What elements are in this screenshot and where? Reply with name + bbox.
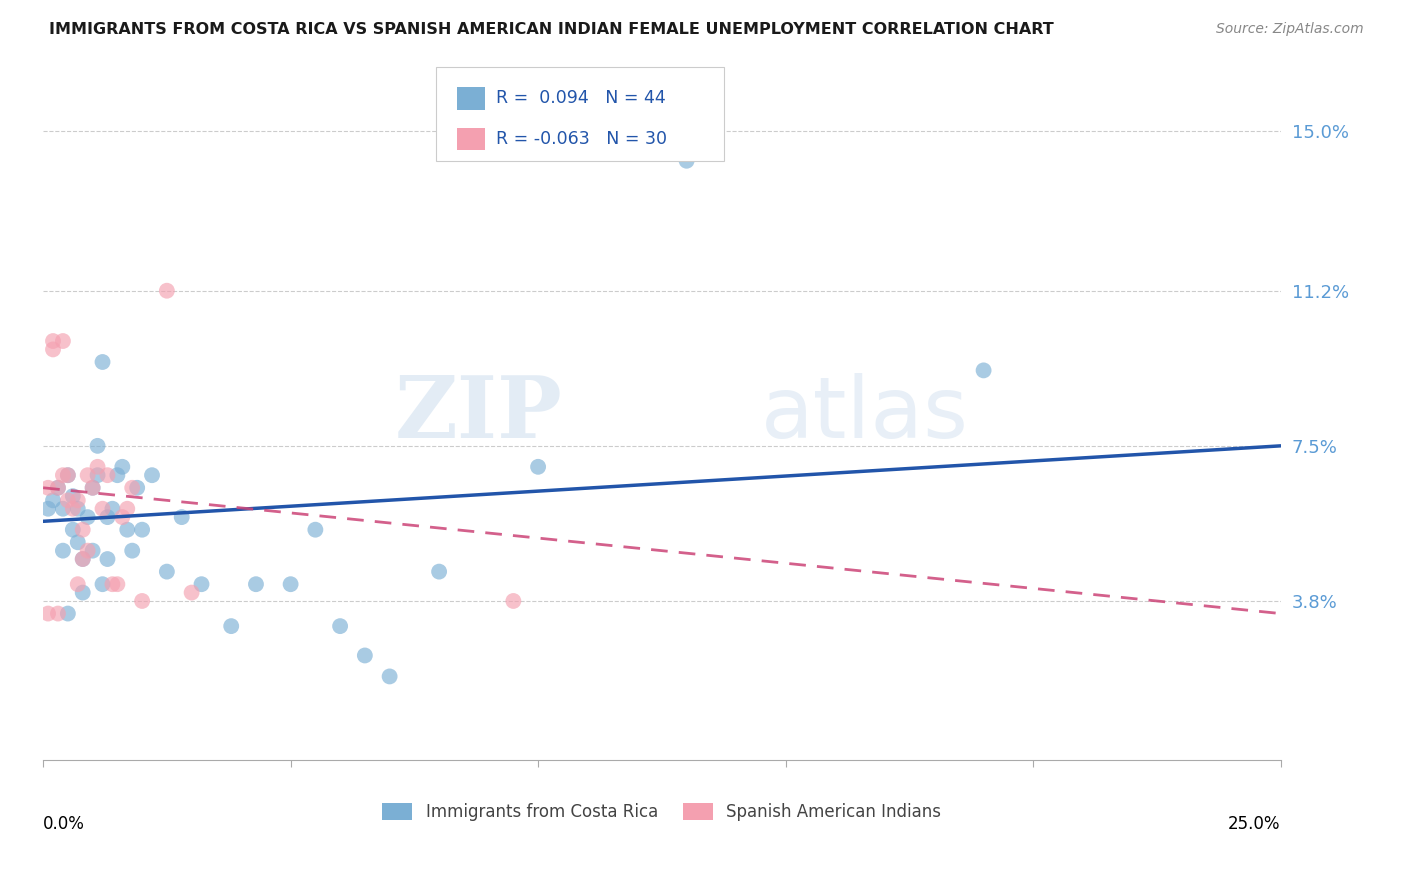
Point	[127, 481, 149, 495]
Point	[72, 523, 94, 537]
Point	[105, 468, 128, 483]
Text: atlas: atlas	[761, 373, 969, 456]
Point	[82, 543, 104, 558]
Point	[56, 468, 79, 483]
Point	[91, 501, 114, 516]
Point	[76, 510, 98, 524]
Point	[86, 459, 108, 474]
Point	[56, 607, 79, 621]
Point	[101, 501, 124, 516]
Point	[76, 468, 98, 483]
Text: Source: ZipAtlas.com: Source: ZipAtlas.com	[1216, 22, 1364, 37]
Point	[86, 439, 108, 453]
Point	[96, 468, 118, 483]
Point	[66, 501, 89, 516]
Point	[111, 510, 134, 524]
Point	[37, 481, 59, 495]
Point	[156, 284, 179, 298]
Point	[502, 594, 524, 608]
Point	[37, 501, 59, 516]
Point	[82, 481, 104, 495]
Point	[354, 648, 377, 663]
Point	[56, 468, 79, 483]
Point	[378, 669, 401, 683]
Point	[86, 468, 108, 483]
Point	[91, 577, 114, 591]
Point	[46, 481, 69, 495]
Point	[219, 619, 242, 633]
Text: 25.0%: 25.0%	[1227, 814, 1281, 833]
Point	[329, 619, 352, 633]
Point	[117, 501, 139, 516]
Point	[42, 493, 65, 508]
Legend: Immigrants from Costa Rica, Spanish American Indians: Immigrants from Costa Rica, Spanish Amer…	[375, 797, 948, 828]
Point	[62, 489, 84, 503]
Text: R =  0.094   N = 44: R = 0.094 N = 44	[496, 89, 666, 107]
Text: 0.0%: 0.0%	[44, 814, 84, 833]
Point	[91, 355, 114, 369]
Point	[72, 585, 94, 599]
Point	[304, 523, 326, 537]
Point	[105, 577, 128, 591]
Point	[245, 577, 267, 591]
Point	[72, 552, 94, 566]
Point	[42, 334, 65, 348]
Point	[66, 493, 89, 508]
Point	[46, 481, 69, 495]
Point	[52, 501, 75, 516]
Point	[121, 543, 143, 558]
Point	[180, 585, 202, 599]
Text: ZIP: ZIP	[395, 372, 562, 457]
Point	[96, 510, 118, 524]
Text: IMMIGRANTS FROM COSTA RICA VS SPANISH AMERICAN INDIAN FEMALE UNEMPLOYMENT CORREL: IMMIGRANTS FROM COSTA RICA VS SPANISH AM…	[49, 22, 1054, 37]
Point	[62, 523, 84, 537]
Point	[121, 481, 143, 495]
Point	[96, 552, 118, 566]
Text: R = -0.063   N = 30: R = -0.063 N = 30	[496, 130, 668, 148]
Point	[62, 501, 84, 516]
Point	[66, 577, 89, 591]
Point	[82, 481, 104, 495]
Point	[131, 594, 153, 608]
Point	[973, 363, 995, 377]
Point	[37, 607, 59, 621]
Point	[280, 577, 302, 591]
Point	[675, 153, 697, 168]
Point	[101, 577, 124, 591]
Point	[190, 577, 212, 591]
Point	[141, 468, 163, 483]
Point	[72, 552, 94, 566]
Point	[156, 565, 179, 579]
Point	[131, 523, 153, 537]
Point	[427, 565, 450, 579]
Point	[56, 493, 79, 508]
Point	[46, 607, 69, 621]
Point	[111, 459, 134, 474]
Point	[42, 343, 65, 357]
Point	[52, 543, 75, 558]
Point	[527, 459, 550, 474]
Point	[170, 510, 193, 524]
Point	[52, 468, 75, 483]
Point	[76, 543, 98, 558]
Point	[117, 523, 139, 537]
Point	[52, 334, 75, 348]
Point	[66, 535, 89, 549]
